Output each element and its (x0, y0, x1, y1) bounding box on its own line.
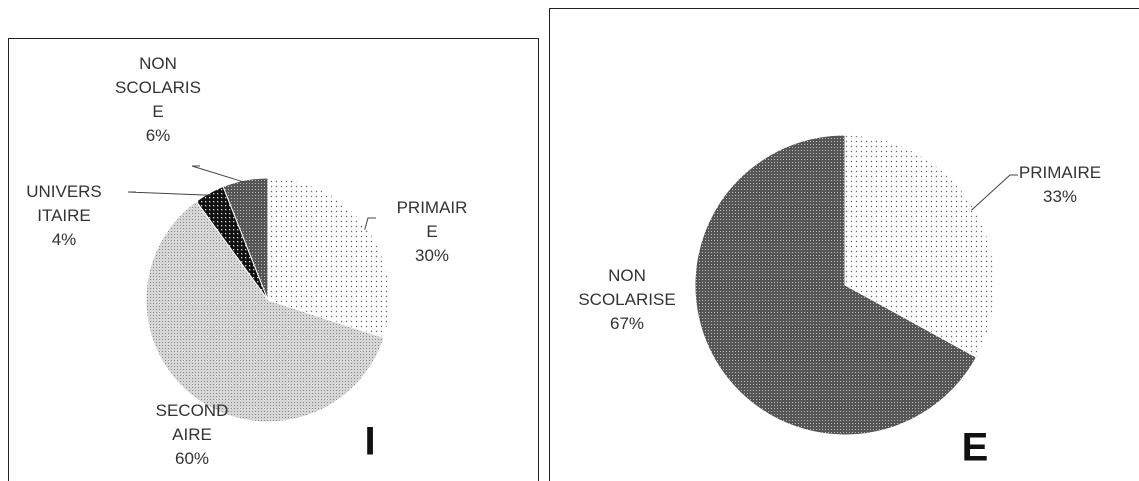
category-label: PRIMAIRE (396, 198, 468, 241)
data-label: PRIMAIRE 30% (392, 196, 472, 268)
value-label: 60% (174, 449, 210, 468)
pie-slice (222, 177, 269, 301)
pie-slice (694, 134, 978, 436)
data-label: NON SCOLARISE 6% (115, 52, 201, 148)
chart-frame (8, 38, 539, 481)
value-label: 4% (51, 230, 77, 249)
chart-frame (549, 8, 1139, 481)
pie-slice (844, 134, 996, 358)
category-label: UNIVERSITAIRE (26, 182, 102, 225)
data-label: NON SCOLARISE 67% (572, 264, 682, 336)
value-label: 6% (145, 126, 171, 145)
category-label: NON SCOLARISE (115, 54, 201, 121)
leader-line (191, 165, 246, 184)
data-label: PRIMAIRE 33% (1005, 161, 1115, 209)
data-label: UNIVERSITAIRE 4% (24, 180, 104, 252)
leader-line (127, 191, 211, 196)
pie-slice (145, 200, 385, 423)
value-label: 67% (609, 314, 645, 333)
leader-line (364, 217, 376, 230)
chart-title: I (364, 419, 376, 464)
data-label: SECONDAIRE 60% (153, 399, 231, 471)
category-label: NON SCOLARISE (578, 266, 676, 309)
pie-slice (267, 177, 391, 339)
value-label: 33% (1042, 187, 1078, 206)
category-label: SECONDAIRE (155, 401, 229, 444)
category-label: PRIMAIRE (1018, 163, 1102, 182)
leader-line (971, 174, 1018, 211)
value-label: 30% (414, 246, 450, 265)
chart-title: E (961, 425, 989, 470)
